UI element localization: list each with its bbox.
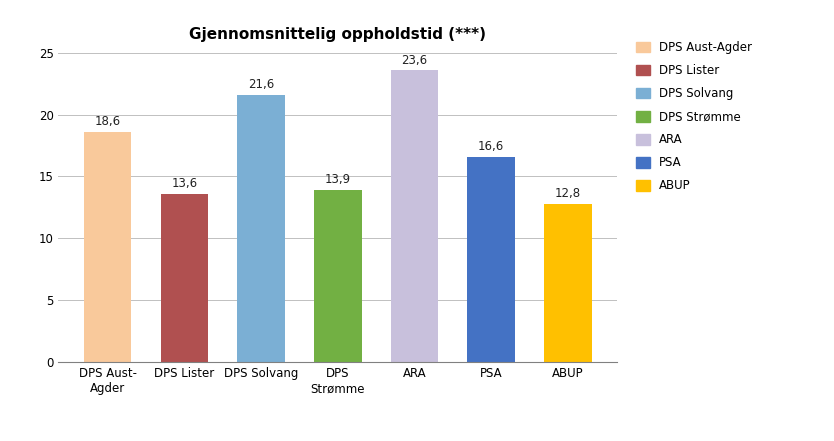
Text: 18,6: 18,6 — [94, 115, 121, 128]
Bar — [83, 132, 131, 362]
Title: Gjennomsnittelig oppholdstid (***): Gjennomsnittelig oppholdstid (***) — [189, 27, 486, 42]
Text: 12,8: 12,8 — [555, 187, 581, 200]
Bar — [160, 194, 208, 362]
Bar — [390, 70, 439, 362]
Text: 21,6: 21,6 — [248, 78, 274, 91]
Text: 23,6: 23,6 — [401, 53, 428, 67]
Text: 13,9: 13,9 — [324, 173, 351, 186]
Bar — [545, 204, 592, 362]
Text: 13,6: 13,6 — [171, 177, 198, 190]
Bar — [467, 157, 515, 362]
Bar — [237, 95, 285, 362]
Legend: DPS Aust-Agder, DPS Lister, DPS Solvang, DPS Strømme, ARA, PSA, ABUP: DPS Aust-Agder, DPS Lister, DPS Solvang,… — [636, 41, 752, 192]
Text: 16,6: 16,6 — [478, 140, 505, 153]
Bar — [314, 190, 362, 362]
